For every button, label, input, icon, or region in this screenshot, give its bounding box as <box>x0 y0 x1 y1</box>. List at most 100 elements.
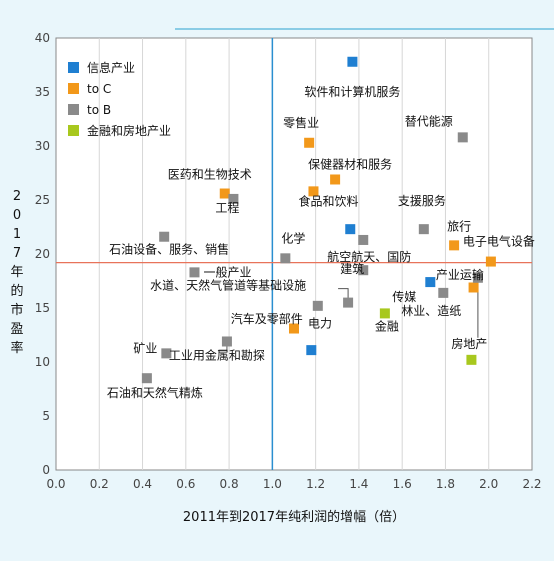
legend-label: 金融和房地产业 <box>87 123 171 138</box>
point-label: 化学 <box>281 230 305 245</box>
legend-swatch <box>68 125 79 136</box>
x-tick-label: 2.2 <box>522 477 541 491</box>
y-tick-label: 10 <box>35 355 50 369</box>
x-tick-label: 1.4 <box>349 477 368 491</box>
y-tick-label: 25 <box>35 193 50 207</box>
point-label: 建筑 <box>340 261 364 276</box>
data-point <box>425 277 436 288</box>
data-point <box>159 231 170 242</box>
y-tick-label: 5 <box>42 409 50 423</box>
data-point <box>345 224 356 235</box>
data-point <box>280 253 291 264</box>
data-point <box>308 186 319 197</box>
point-label: 一般产业 <box>203 264 251 279</box>
point-label: 工程 <box>215 200 239 215</box>
y-axis-title-char: 市 <box>10 302 23 318</box>
data-point <box>358 265 369 276</box>
legend-label: 信息产业 <box>87 60 135 75</box>
point-label: 产业运输 <box>436 267 484 282</box>
point-label: 传媒 <box>392 289 416 304</box>
point-label: 石油设备、服务、销售 <box>109 242 229 257</box>
data-point <box>221 336 232 347</box>
x-tick-label: 1.2 <box>306 477 325 491</box>
x-axis-ticks: 0.0 0.2 0.4 0.6 0.8 1.0 1.2 1.4 1.6 1.8 2.0 2.2 <box>46 477 541 491</box>
reference-lines <box>56 38 532 470</box>
y-axis-title-char: 的 <box>10 283 23 299</box>
data-point <box>343 297 354 308</box>
x-axis-title: 2011年到2017年纯利润的增幅（倍） <box>183 509 405 525</box>
data-point <box>418 224 429 235</box>
y-axis-title-char: 年 <box>10 265 23 280</box>
data-point <box>312 300 323 311</box>
data-point <box>219 188 230 199</box>
data-point <box>449 240 460 251</box>
data-point <box>468 282 479 293</box>
point-label: 矿业 <box>133 341 157 355</box>
data-point <box>472 272 483 283</box>
data-point <box>306 345 317 356</box>
point-label: 电力 <box>308 317 332 331</box>
legend-label: to B <box>87 103 111 117</box>
point-label: 汽车及零部件 <box>231 311 303 326</box>
point-label: 金融 <box>375 318 399 333</box>
y-tick-label: 40 <box>35 31 50 45</box>
point-label: 替代能源 <box>405 114 453 128</box>
data-point <box>485 256 496 267</box>
data-point <box>161 348 172 359</box>
x-tick-label: 0.4 <box>133 477 152 491</box>
point-label: 支援服务 <box>398 193 446 208</box>
point-label: 石油和天然气精炼 <box>107 385 203 400</box>
x-tick-label: 2.0 <box>479 477 498 491</box>
y-tick-label: 0 <box>42 463 50 477</box>
data-point <box>289 323 299 334</box>
point-label: 旅行 <box>447 219 471 233</box>
data-point <box>347 56 358 67</box>
x-tick-label: 1.6 <box>393 477 412 491</box>
data-points <box>141 56 496 384</box>
data-point <box>141 373 152 384</box>
legend-swatch <box>68 62 79 73</box>
y-axis-title-char: 0 <box>13 208 21 223</box>
x-tick-label: 0.0 <box>46 477 65 491</box>
data-point <box>189 267 200 278</box>
data-point <box>330 174 341 185</box>
data-point <box>304 137 315 148</box>
x-tick-label: 0.6 <box>176 477 195 491</box>
point-label: 医药和生物技术 <box>168 168 252 182</box>
legend-label: to C <box>87 82 111 96</box>
point-label: 林业、造纸 <box>401 304 461 318</box>
point-label: 食品和饮料 <box>298 193 358 208</box>
data-point <box>466 354 477 365</box>
y-axis-title-char: 1 <box>13 227 21 242</box>
x-tick-label: 0.2 <box>90 477 109 491</box>
point-label: 零售业 <box>283 115 319 130</box>
point-label: 软件和计算机服务 <box>304 84 400 99</box>
y-tick-label: 20 <box>35 247 50 261</box>
point-label: 水道、天然气管道等基础设施 <box>150 278 306 293</box>
y-tick-label: 15 <box>35 301 50 315</box>
y-axis-title-char: 盈 <box>10 322 23 337</box>
data-point <box>379 308 390 319</box>
point-label: 航空航天、国防 <box>327 249 411 264</box>
x-tick-label: 1.0 <box>263 477 282 491</box>
y-tick-label: 30 <box>35 139 50 153</box>
x-tick-label: 0.8 <box>220 477 239 491</box>
data-point <box>358 234 369 245</box>
plot-area <box>55 37 533 471</box>
data-point <box>438 287 449 298</box>
y-axis-title-char: 7 <box>13 246 21 261</box>
data-point <box>457 132 468 143</box>
data-point <box>228 193 239 204</box>
y-axis-title-char: 2 <box>13 189 21 204</box>
point-label: 电子电气设备 <box>463 234 535 249</box>
legend-swatch <box>68 104 79 115</box>
point-label: 房地产 <box>451 336 487 351</box>
y-axis-ticks: 0 5 10 15 20 25 30 35 40 <box>35 31 50 477</box>
point-label: 工业用金属和勘探 <box>169 347 265 362</box>
legend: 信息产业 to C to B 金融和房地产业 <box>68 60 171 138</box>
y-tick-label: 35 <box>35 85 50 99</box>
x-tick-label: 1.8 <box>436 477 455 491</box>
